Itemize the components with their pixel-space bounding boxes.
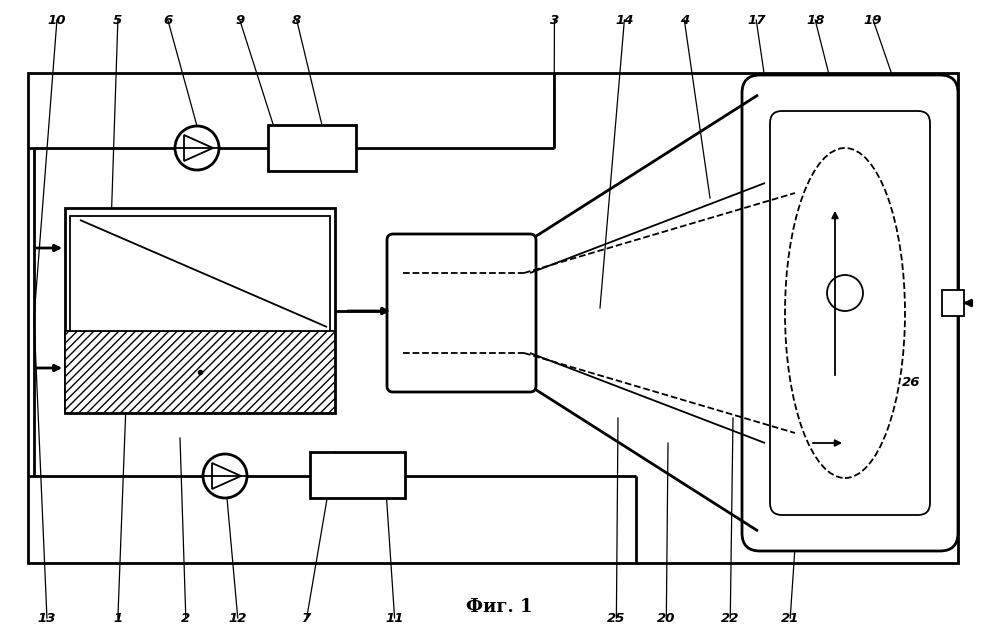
Text: 3: 3 [549,13,559,27]
Polygon shape [212,463,241,489]
Bar [70,216,330,331]
Text: 22: 22 [721,611,739,625]
Text: 20: 20 [657,611,675,625]
Text: 17: 17 [747,13,765,27]
Text: 5: 5 [113,13,123,27]
Polygon shape [184,135,213,161]
Text: 4: 4 [679,13,689,27]
Bar [28,73,958,563]
Bar [942,290,964,316]
FancyBboxPatch shape [387,234,536,392]
Text: 25: 25 [607,611,625,625]
Text: 18: 18 [806,13,824,27]
Text: 7: 7 [302,611,312,625]
Text: 26: 26 [902,376,920,389]
Text: 14: 14 [615,13,633,27]
Text: 9: 9 [235,13,245,27]
Text: 19: 19 [864,13,882,27]
Text: 21: 21 [781,611,799,625]
FancyBboxPatch shape [770,111,930,515]
Text: 1: 1 [113,611,123,625]
Bar [310,452,405,498]
Text: 12: 12 [229,611,247,625]
FancyBboxPatch shape [742,75,958,551]
Text: Фиг. 1: Фиг. 1 [467,598,532,616]
Text: 11: 11 [386,611,404,625]
Bar [65,208,335,413]
Text: 6: 6 [163,13,173,27]
Circle shape [203,454,247,498]
Circle shape [175,126,219,170]
Bar [65,331,335,413]
Text: 13: 13 [38,611,56,625]
Circle shape [827,275,863,311]
Bar [268,125,356,171]
Text: 8: 8 [292,13,302,27]
Text: 2: 2 [181,611,191,625]
Text: 10: 10 [48,13,66,27]
